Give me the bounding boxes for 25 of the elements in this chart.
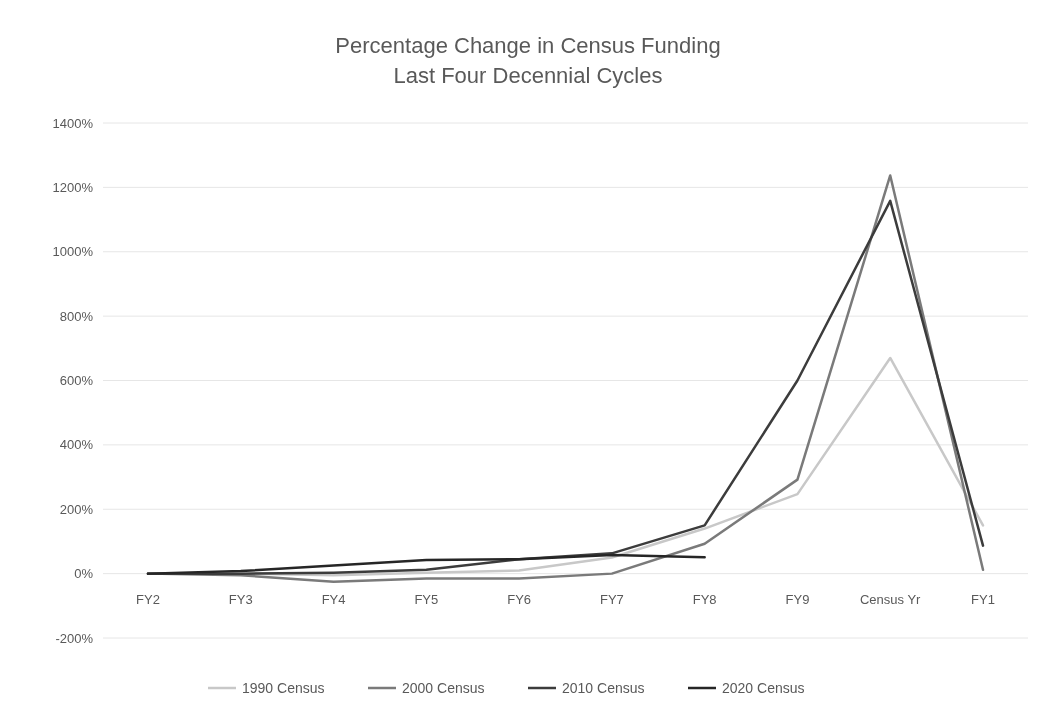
x-tick-label: FY5 xyxy=(414,591,439,607)
legend-label: 2010 Census xyxy=(562,679,645,696)
x-tick-label: FY9 xyxy=(785,591,810,607)
x-tick-label: FY3 xyxy=(228,591,253,607)
x-tick-label: FY4 xyxy=(321,591,346,607)
y-tick-label: 600% xyxy=(59,373,94,389)
chart-title: Percentage Change in Census Funding Last Four Decennial Cycles xyxy=(335,33,721,88)
x-tick-label: FY8 xyxy=(692,591,717,607)
x-tick-label: FY7 xyxy=(599,591,624,607)
legend-label: 2020 Census xyxy=(722,679,805,696)
y-tick-label: 0% xyxy=(74,566,94,582)
line-series xyxy=(146,553,706,575)
y-tick-label: 1000% xyxy=(52,244,94,260)
y-tick-label: 1200% xyxy=(52,179,94,195)
y-tick-label: 800% xyxy=(59,308,94,324)
x-tick-label: FY1 xyxy=(971,591,995,607)
legend-label: 1990 Census xyxy=(242,679,325,696)
y-tick-label: 200% xyxy=(59,501,94,517)
x-tick-label: Census Yr xyxy=(859,591,922,607)
x-tick-label: FY2 xyxy=(136,591,160,607)
y-tick-label: 400% xyxy=(59,437,94,453)
x-tick-label: FY6 xyxy=(507,591,532,607)
y-tick-label: 1400% xyxy=(52,115,94,131)
y-tick-label: -200% xyxy=(55,630,94,646)
legend-label: 2000 Census xyxy=(402,679,485,696)
